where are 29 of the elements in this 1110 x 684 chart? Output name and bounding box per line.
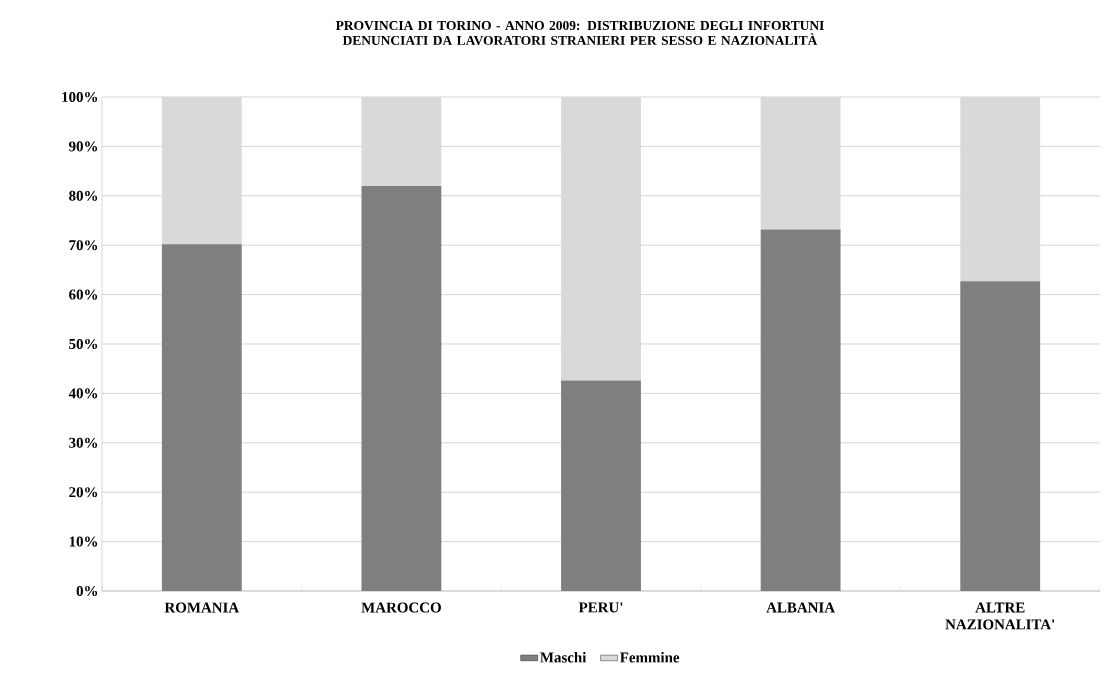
y-tick-label: 50%	[69, 338, 98, 350]
bar	[561, 380, 641, 591]
bar	[361, 185, 442, 591]
bar	[960, 281, 1041, 591]
y-tick-label: 100%	[62, 91, 98, 103]
legend-label: Maschi	[540, 652, 587, 663]
y-tick-label: 10%	[69, 536, 98, 547]
x-tick-label: ALBANIA	[766, 602, 835, 613]
y-tick-label: 40%	[68, 388, 98, 399]
y-tick-label: 60%	[69, 289, 98, 300]
x-tick-label: PERU'	[578, 602, 623, 613]
y-tick-label: 70%	[69, 240, 98, 251]
y-tick-label: 20%	[69, 487, 98, 498]
legend-label: Femmine	[620, 652, 680, 663]
y-tick-label: 0%	[76, 585, 98, 597]
y-tick-label: 80%	[69, 190, 98, 201]
bar	[760, 97, 841, 230]
bar	[561, 97, 641, 381]
y-tick-label: 30%	[69, 437, 98, 448]
x-tick-label: ALTRE NAZIONALITA'	[945, 602, 1055, 630]
bar	[960, 97, 1041, 282]
bar	[161, 244, 242, 591]
chart-title: PROVINCIA DI TORINO - ANNO 2009: DISTRIBUZIONE DEGLI INFORTUNI DENUNCIATI DA LAVORATORI STRANIERI PER SESSO E NAZIONALITÀ	[335, 20, 824, 46]
x-tick-label: ROMANIA	[164, 602, 240, 613]
bar	[361, 97, 442, 186]
x-tick-label: MAROCCO	[361, 602, 441, 613]
bar	[161, 97, 242, 245]
y-tick-label: 90%	[69, 141, 98, 152]
bar	[760, 229, 841, 591]
